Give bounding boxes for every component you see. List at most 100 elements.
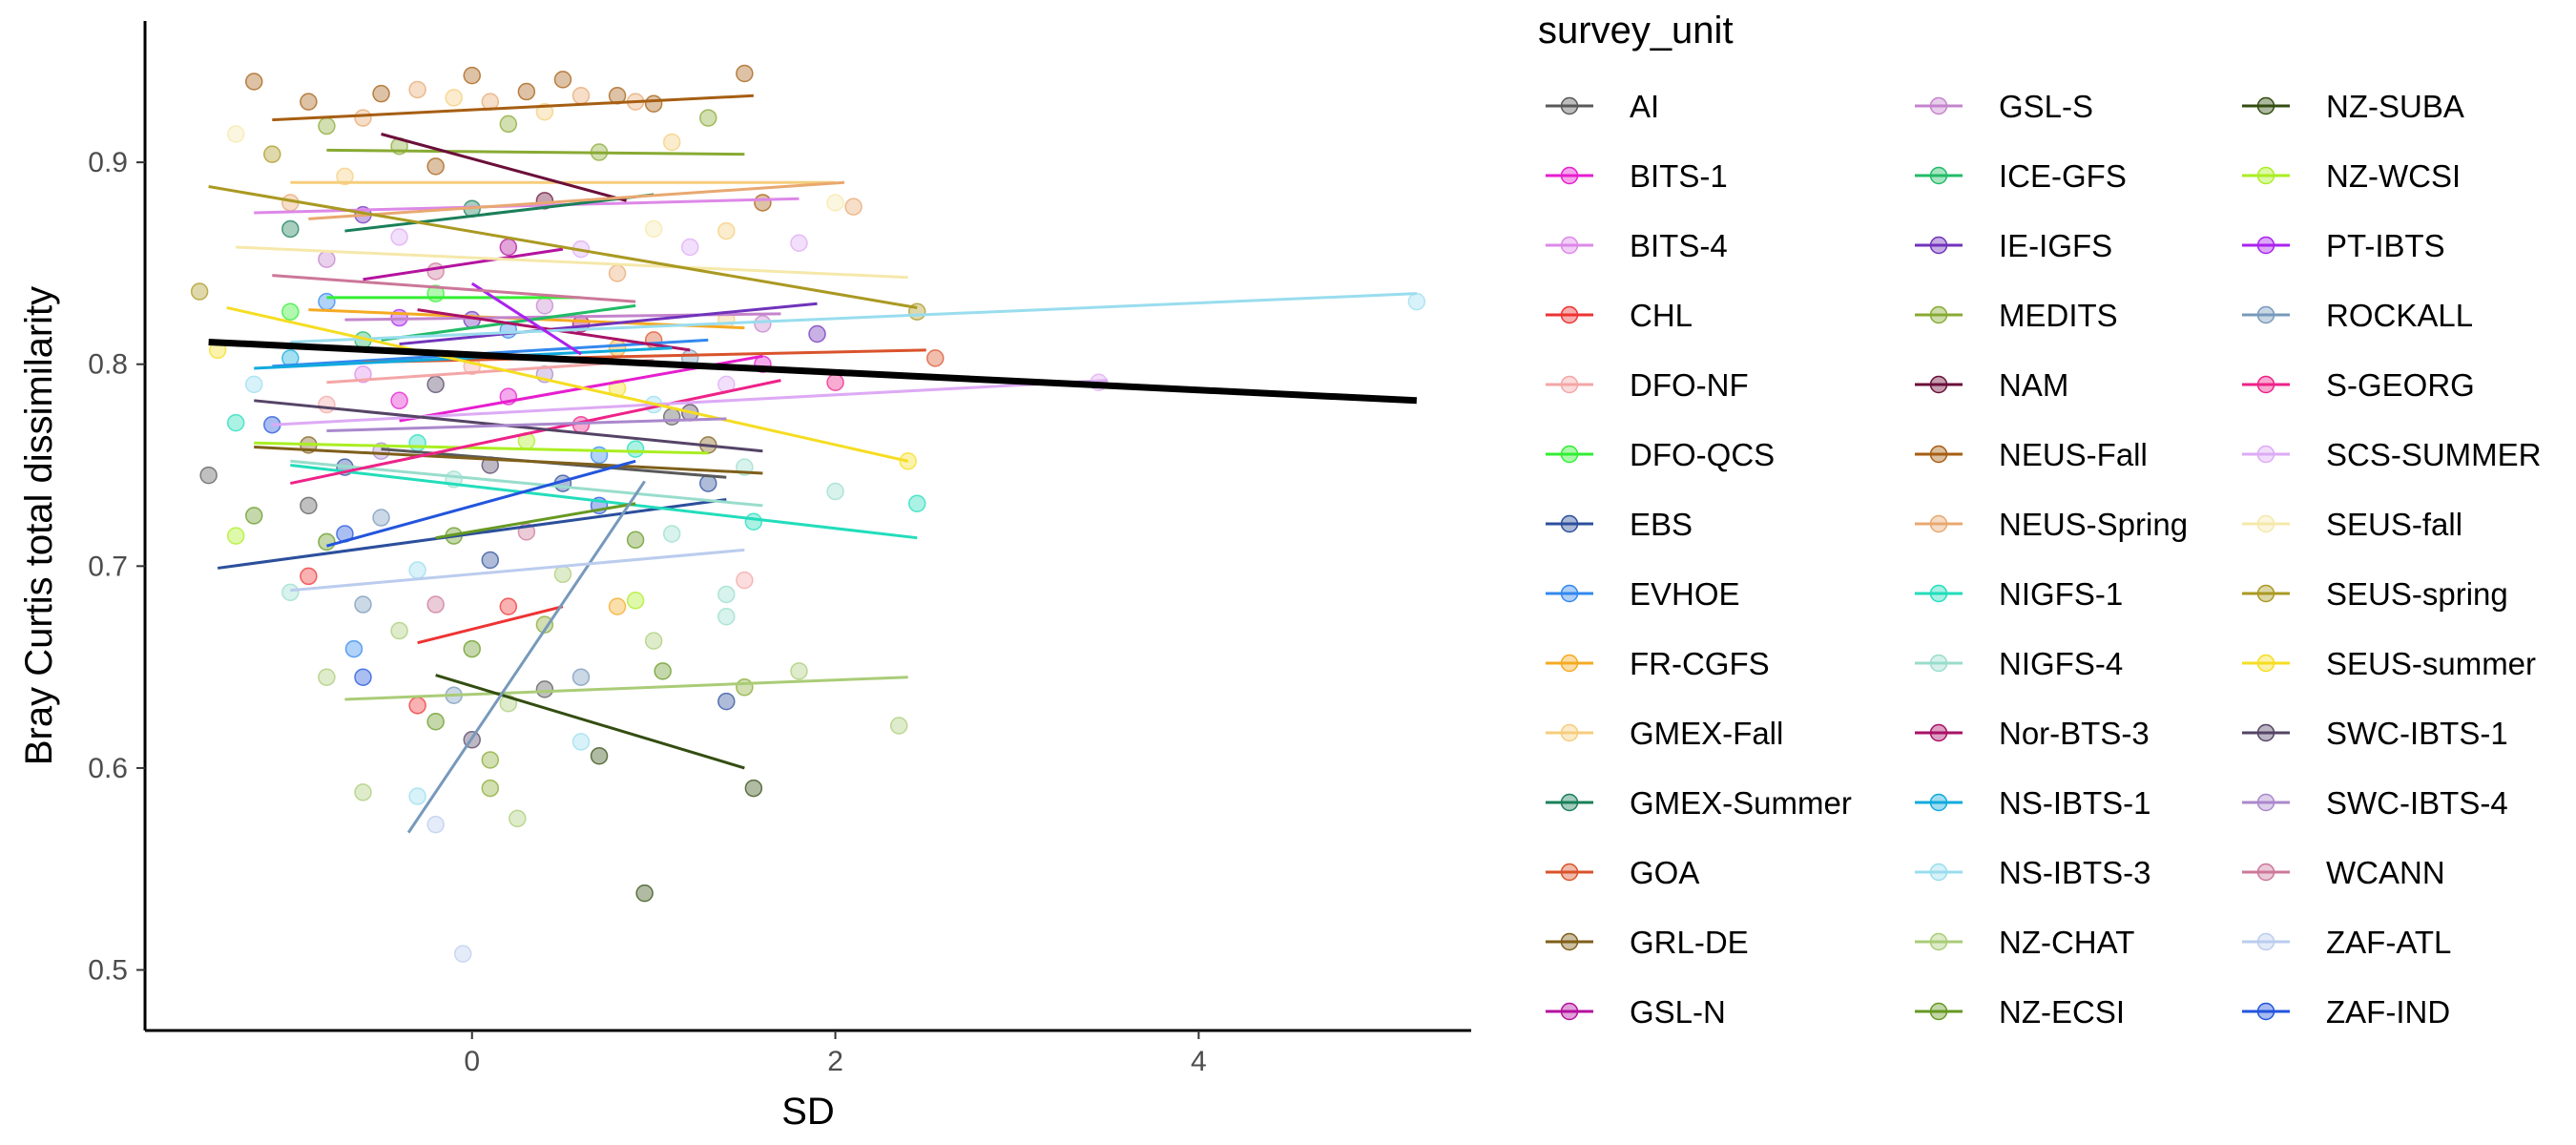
data-point: [426, 262, 445, 281]
data-point: [408, 433, 426, 452]
data-point: [699, 109, 717, 127]
data-point: [662, 133, 681, 152]
legend-label: GOA: [1630, 855, 1699, 890]
legend-label: FR-CGFS: [1630, 646, 1770, 681]
data-point: [808, 324, 826, 344]
legend-item: NS-IBTS-3: [1915, 855, 2151, 890]
legend-label: SEUS-summer: [2326, 646, 2536, 681]
data-point: [535, 615, 554, 634]
legend-key-point: [1560, 236, 1579, 255]
data-point: [571, 87, 591, 105]
legend-label: ROCKALL: [2326, 298, 2473, 333]
legend-label: NZ-CHAT: [1999, 925, 2134, 960]
data-point: [608, 264, 627, 282]
trend-line-nz-suba: [435, 674, 745, 770]
data-point: [281, 219, 300, 239]
legend-key-point: [1929, 236, 1948, 255]
data-point: [626, 531, 645, 550]
data-point: [626, 440, 645, 458]
data-point: [408, 787, 426, 805]
legend-items: AI BITS-1 BITS-4 CHL DFO-NF DFO-QCS EBS EVHOE FR…: [1546, 89, 2542, 1030]
data-point: [717, 221, 736, 240]
data-point: [644, 219, 663, 239]
legend-label: GMEX-Summer: [1630, 785, 1852, 821]
legend-label: SWC-IBTS-4: [2326, 785, 2508, 821]
legend-label: NS-IBTS-1: [1999, 785, 2151, 821]
trend-line-ie-igfs: [399, 302, 818, 346]
legend-label: NS-IBTS-3: [1999, 855, 2151, 890]
data-point: [590, 746, 609, 765]
data-point: [244, 507, 263, 525]
data-point: [344, 639, 364, 658]
x-tick-label: 2: [827, 1046, 843, 1077]
trend-line-chl: [417, 605, 564, 645]
data-point: [926, 349, 945, 367]
legend-key-point: [2256, 166, 2275, 185]
data-point: [499, 238, 518, 257]
legend-key-point: [1929, 932, 1948, 951]
data-point: [226, 125, 245, 143]
legend-key-point: [1560, 96, 1579, 115]
legend-item: ICE-GFS: [1915, 158, 2127, 194]
legend-key-point: [2256, 305, 2275, 324]
data-point: [644, 94, 663, 114]
legend-title: survey_unit: [1538, 10, 1734, 52]
data-point: [717, 585, 736, 604]
data-point: [717, 692, 736, 711]
legend-item: SEUS-spring: [2242, 576, 2508, 612]
data-point: [680, 238, 699, 257]
legend-item: CHL: [1546, 298, 1693, 333]
legend-item: IE-IGFS: [1915, 228, 2112, 263]
legend-label: BITS-4: [1630, 228, 1728, 263]
legend-item: SEUS-fall: [2242, 507, 2462, 542]
legend-key-point: [2256, 514, 2275, 533]
data-point: [481, 779, 500, 798]
legend-label: EVHOE: [1630, 576, 1740, 612]
legend-key-point: [2256, 723, 2275, 742]
y-tick-label: 0.6: [88, 753, 128, 784]
data-point: [244, 73, 263, 91]
legend-item: MEDITS: [1915, 298, 2118, 333]
data-point: [281, 302, 300, 321]
data-point: [318, 532, 336, 552]
legend-key-point: [2256, 445, 2275, 464]
data-point: [553, 565, 572, 584]
legend-item: NAM: [1915, 367, 2068, 403]
data-point: [226, 527, 245, 545]
legend-label: SCS-SUMMER: [2326, 437, 2542, 472]
legend-item: EBS: [1546, 507, 1693, 542]
data-point: [244, 375, 263, 394]
trend-line-neus-fall: [272, 94, 754, 122]
x-tick-label: 0: [464, 1046, 480, 1077]
trend-line-nz-wcsi: [254, 441, 709, 455]
legend-item: GSL-N: [1546, 994, 1726, 1030]
y-axis-ticks: 0.5 0.6 0.7 0.8 0.9: [88, 147, 145, 987]
legend-key-point: [1929, 305, 1948, 324]
legend-key-point: [1929, 375, 1948, 394]
legend-item: Nor-BTS-3: [1915, 716, 2150, 751]
legend-item: SWC-IBTS-1: [2242, 716, 2508, 751]
data-point: [390, 228, 408, 246]
legend-key-point: [2256, 863, 2275, 882]
legend-label: PT-IBTS: [2326, 228, 2445, 263]
data-points: [190, 64, 1426, 963]
data-point: [571, 668, 591, 686]
data-point: [390, 621, 408, 640]
data-point: [372, 84, 390, 103]
trend-line-gsl-n: [363, 247, 564, 281]
legend-key-point: [1560, 305, 1579, 324]
legend-key-point: [1560, 166, 1579, 185]
y-tick-label: 0.9: [88, 147, 128, 178]
data-point: [626, 592, 645, 610]
data-point: [535, 680, 554, 698]
legend-label: IE-IGFS: [1999, 228, 2112, 263]
legend-item: GMEX-Summer: [1546, 785, 1852, 821]
y-axis-title: Bray Curtis total dissimilarity: [18, 286, 60, 765]
data-point: [736, 64, 754, 83]
data-point: [354, 668, 372, 686]
data-point: [300, 567, 318, 586]
legend-key-point: [1929, 1002, 1948, 1021]
trend-line-medits: [326, 148, 745, 156]
data-point: [390, 391, 408, 410]
